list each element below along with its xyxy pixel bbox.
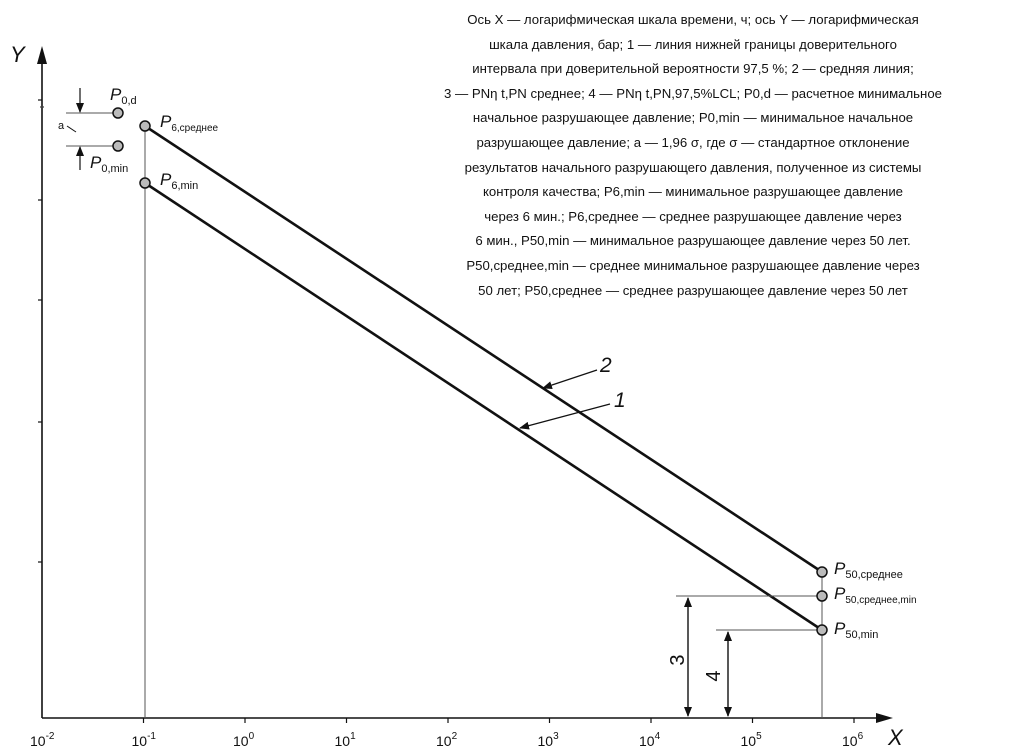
legend-text: Ось X — логарифмическая шкала времени, ч…: [382, 8, 1004, 303]
point-p50avgmin: [816, 590, 828, 602]
dim-a-leader: [66, 125, 77, 133]
point-p6avg: [139, 120, 151, 132]
x-tick-label: 102: [436, 731, 458, 749]
point-p0d: [112, 107, 124, 119]
label-p6avg: P6,среднее: [160, 112, 219, 134]
legend-line: через 6 мин.; P6,среднее — среднее разру…: [484, 208, 902, 224]
line-2-label: 2: [599, 354, 612, 377]
point-p50avg: [816, 566, 828, 578]
line-2-mean: [144, 124, 823, 574]
point-p6min: [139, 177, 151, 189]
label-p50avgmin: P50,среднее,min: [834, 584, 917, 606]
label-p0d: P0,d: [110, 85, 137, 107]
x-axis-ticks: 10-2 10-1 100 101 102 103 104 105 106: [30, 718, 864, 749]
legend-line: 3 — PNη t,PN среднее; 4 — PNη t,PN,97,5%…: [444, 85, 942, 101]
x-axis: 10-2 10-1 100 101 102 103 104 105 106: [30, 713, 893, 749]
label-p6min: P6,min: [160, 170, 198, 192]
dim-a-label: a: [58, 120, 65, 132]
y-axis: [37, 46, 47, 718]
x-tick-label: 101: [335, 731, 357, 749]
y-axis-ticks: [38, 99, 42, 563]
legend-line: 50 лет; P50,среднее — среднее разрушающе…: [478, 282, 908, 298]
line-1-label: 1: [614, 389, 626, 412]
legend-line: P50,среднее,min — среднее минимальное ра…: [466, 257, 920, 273]
x-tick-label: 10-2: [30, 731, 55, 749]
legend-line: интервала при доверительной вероятности …: [472, 61, 914, 77]
label-p50min: P50,min: [834, 619, 878, 641]
label-p0min: P0,min: [90, 153, 128, 175]
x-tick-label: 105: [741, 731, 763, 749]
legend-line: 6 мин., P50,min — минимальное разрушающе…: [475, 233, 911, 249]
x-tick-label: 106: [842, 731, 864, 749]
dim-4-label: 4: [703, 670, 725, 681]
x-axis-label: X: [887, 725, 904, 750]
x-tick-label: 103: [538, 731, 560, 749]
x-tick-label: 104: [639, 731, 661, 749]
legend-line: шкала давления, бар; 1 — линия нижней гр…: [489, 36, 897, 52]
legend-line: результатов начального разрушающего давл…: [464, 159, 922, 175]
leader-line-1: [519, 403, 611, 430]
legend-line: Ось X — логарифмическая шкала времени, ч…: [467, 12, 919, 27]
label-p50avg: P50,среднее: [834, 559, 903, 581]
x-tick-label: 100: [233, 731, 255, 749]
point-p0min: [112, 140, 124, 152]
legend-line: контроля качества; P6,min — минимальное …: [482, 184, 904, 200]
legend-line: разрушающее давление; а — 1,96 σ, где σ …: [476, 134, 910, 150]
line-1-lcl: [144, 181, 823, 632]
legend-line: начальное разрушающее давление; P0,min —…: [472, 110, 914, 126]
y-axis-label: Y: [10, 42, 26, 67]
x-tick-label: 10-1: [132, 731, 157, 749]
dim-3-label: 3: [667, 654, 689, 665]
point-p50min: [816, 624, 828, 636]
leader-line-2: [542, 369, 598, 389]
